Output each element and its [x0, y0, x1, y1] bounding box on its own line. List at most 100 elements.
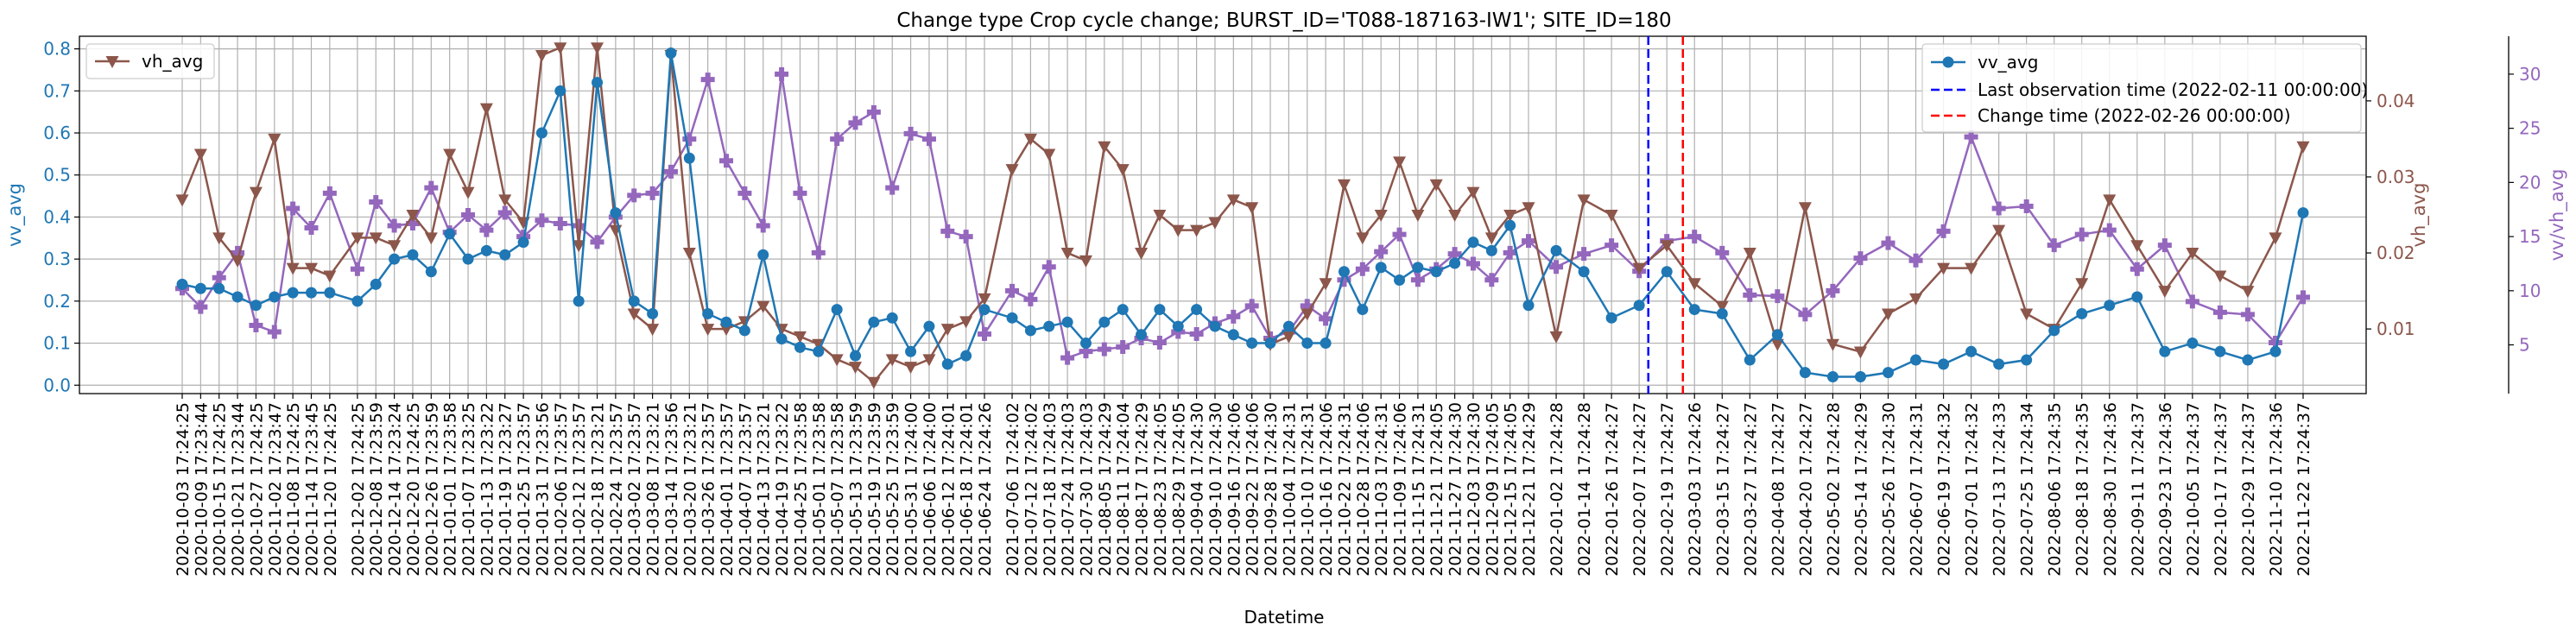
x-tick-label: 2022-04-20 17:24:27	[1796, 402, 1815, 577]
vh-avg-point	[2075, 278, 2089, 291]
vv-avg-point	[1375, 262, 1387, 274]
vv-avg-point	[1282, 320, 1294, 332]
vh-avg-point	[249, 186, 263, 199]
vv-vh-avg-point	[2212, 305, 2227, 319]
vh-avg-point	[369, 232, 383, 245]
legend-vh-avg-point	[105, 56, 119, 68]
x-tick-label: 2022-07-13 17:24:33	[1991, 402, 2010, 577]
vv-vh-avg-point	[2047, 238, 2061, 253]
legend-right-frame	[1921, 43, 2362, 133]
vv-vh-avg-point	[405, 217, 420, 231]
legend-right	[1921, 43, 2362, 133]
vv-avg-point	[794, 341, 806, 353]
y-left-tick-label: 0.5	[43, 165, 71, 186]
vh-avg-point	[1577, 194, 1591, 207]
y-right2-axis-label: vv/vh_avg	[2547, 169, 2568, 262]
vh-avg-point	[1060, 248, 1074, 261]
vh-avg-point	[443, 148, 457, 161]
vv-avg-point	[1430, 266, 1442, 278]
vv-avg-point	[1578, 266, 1590, 278]
vv-vh-avg-point	[811, 245, 826, 260]
vv-avg-point	[250, 300, 262, 312]
vh-avg-point	[1549, 331, 1563, 344]
vv-avg-point	[407, 249, 419, 261]
vv-avg-point	[1771, 329, 1783, 341]
vh-avg-point	[1466, 186, 1480, 199]
vv-vh-avg-point	[1549, 260, 1564, 274]
x-tick-label: 2021-01-25 17:23:57	[515, 402, 534, 577]
vv-avg-point	[1485, 244, 1497, 256]
x-tick-label: 2022-10-17 17:24:37	[2212, 402, 2231, 577]
vv-vh-avg-point	[1116, 340, 1130, 355]
x-tick-label: 2021-03-02 17:23:57	[625, 402, 644, 577]
vh-avg-point	[719, 324, 733, 337]
vh-avg-point	[1282, 331, 1295, 344]
vv-avg-point	[1006, 312, 1018, 324]
x-tick-label: 2022-04-08 17:24:27	[1769, 402, 1788, 577]
x-tick-label: 2021-01-31 17:23:56	[533, 402, 552, 577]
y-right-tick-label: 0.04	[2377, 91, 2415, 111]
vv-vh-avg-point	[1484, 273, 1499, 287]
vh-avg-point	[2130, 240, 2144, 253]
vv-vh-avg-point	[1881, 236, 1896, 250]
vv-vh-avg-point	[249, 318, 263, 332]
x-tick-label: 2022-01-14 17:24:28	[1575, 402, 1594, 577]
x-tick-label: 2021-12-15 17:24:05	[1502, 402, 1521, 577]
y-left-tick-label: 0.2	[43, 291, 71, 312]
vh-avg-point	[304, 262, 318, 275]
y-left-tick-label: 0.4	[43, 206, 71, 227]
vv-vh-avg-point	[322, 186, 337, 200]
x-tick-label: 2020-10-27 17:24:25	[247, 402, 266, 577]
x-tick-label: 2020-10-03 17:24:25	[174, 402, 193, 577]
vh-avg-point	[1411, 210, 1425, 222]
vv-avg-point	[610, 207, 622, 219]
vv-avg-point	[1854, 371, 1866, 383]
x-tick-label: 2022-11-10 17:24:36	[2267, 402, 2286, 577]
vv-vh-avg-point	[1060, 350, 1075, 365]
vh-avg-point	[1301, 308, 1314, 321]
y-right2-tick-label: 20	[2519, 172, 2541, 192]
vh-avg-point	[1005, 164, 1019, 177]
vh-avg-point	[2158, 286, 2172, 299]
x-tick-label: 2021-10-04 17:24:31	[1280, 402, 1299, 577]
vv-vh-avg-point	[1097, 342, 1111, 356]
vv-avg-point	[213, 282, 225, 294]
x-tick-label: 2022-02-07 17:24:27	[1630, 402, 1649, 577]
x-tick-label: 2021-10-22 17:24:31	[1335, 402, 1354, 577]
vh-avg-point	[1660, 240, 1674, 253]
vh-avg-point	[1042, 148, 1056, 161]
vh-avg-point	[2296, 141, 2310, 154]
x-tick-label: 2022-03-27 17:24:27	[1741, 402, 1760, 577]
vv-avg-series	[176, 47, 2309, 383]
vh-avg-point	[268, 133, 282, 146]
legend-left-frame	[85, 43, 215, 79]
vv-vh-avg-point	[1355, 262, 1370, 276]
x-tick-label: 2020-12-08 17:23:59	[367, 402, 386, 577]
vv-vh-avg-point	[2102, 223, 2117, 237]
vv-avg-point	[480, 244, 492, 256]
vv-avg-point	[683, 152, 695, 164]
vh-avg-point	[1171, 224, 1185, 237]
x-tick-label: 2022-09-23 17:24:36	[2156, 402, 2175, 577]
x-tick-label: 2021-05-01 17:23:58	[810, 402, 829, 577]
vv-avg-point	[1338, 266, 1350, 278]
vv-avg-point	[370, 278, 382, 290]
vv-avg-point	[1882, 367, 1894, 379]
legend-last-observation-label: Last observation time (2022-02-11 00:00:…	[1978, 79, 2368, 100]
x-tick-label: 2020-10-09 17:23:44	[192, 402, 211, 577]
vv-vh-avg-point	[304, 221, 319, 236]
vv-avg-point	[1246, 337, 1258, 350]
vv-vh-avg-point	[590, 235, 604, 249]
vv-avg-point	[1449, 257, 1461, 269]
x-axis-label: Datetime	[1244, 607, 1325, 628]
vv-vh-avg-point	[1300, 299, 1314, 313]
vv-vh-avg-point	[1447, 247, 1462, 262]
vv-vh-avg-point	[1522, 234, 1536, 249]
vv-vh-avg-point	[1226, 309, 1241, 324]
vv-avg-point	[1061, 316, 1073, 328]
vv-avg-point	[2187, 337, 2199, 350]
x-tick-label: 2021-09-22 17:24:06	[1244, 402, 1263, 577]
x-tick-label: 2020-10-15 17:24:25	[211, 402, 230, 577]
vv-vh-avg-point	[978, 327, 992, 341]
vv-vh-avg-point	[737, 186, 752, 200]
